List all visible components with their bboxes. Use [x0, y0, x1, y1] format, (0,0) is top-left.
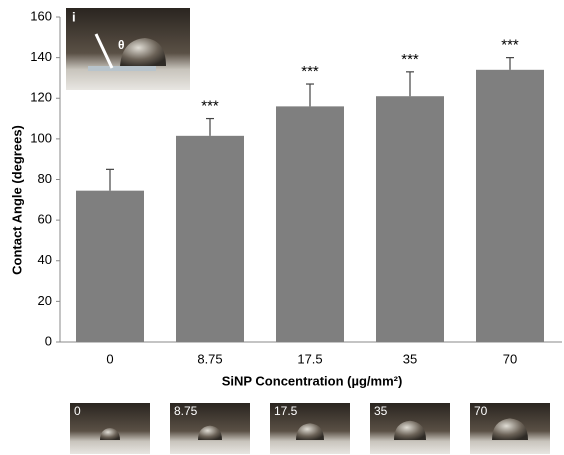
x-tick-label: 17.5 [297, 351, 322, 366]
significance-marker: *** [501, 37, 519, 54]
y-tick-label: 160 [30, 8, 52, 23]
significance-marker: *** [201, 98, 219, 115]
error-bar [206, 119, 214, 136]
photo-label: 0 [74, 404, 81, 418]
error-bar [106, 169, 114, 190]
photo-label: 8.75 [174, 404, 198, 418]
x-tick-label: 0 [106, 351, 113, 366]
y-tick-label: 80 [38, 171, 52, 186]
x-axis-label: SiNP Concentration (µg/mm²) [222, 373, 403, 388]
error-bar [306, 84, 314, 106]
photo-label: 70 [474, 404, 488, 418]
y-tick-label: 0 [45, 333, 52, 348]
bar [376, 96, 444, 342]
bar [76, 191, 144, 342]
x-tick-label: 35 [403, 351, 417, 366]
chart: Contact Angle (degrees) SiNP Concentrati… [0, 0, 564, 455]
error-bar [406, 72, 414, 96]
x-tick-label: 8.75 [197, 351, 222, 366]
error-bar [506, 58, 514, 70]
y-tick-label: 120 [30, 90, 52, 105]
significance-marker: *** [401, 51, 419, 68]
y-axis-label: Contact Angle (degrees) [9, 125, 24, 275]
bar [276, 106, 344, 342]
y-tick-label: 20 [38, 293, 52, 308]
photo-label: 17.5 [274, 404, 298, 418]
bar [176, 136, 244, 342]
inset-label: i [72, 9, 76, 24]
photo-label: 35 [374, 404, 388, 418]
inset-substrate [88, 66, 156, 71]
y-tick-label: 140 [30, 49, 52, 64]
x-tick-label: 70 [503, 351, 517, 366]
significance-marker: *** [301, 63, 319, 80]
y-tick-label: 40 [38, 252, 52, 267]
y-tick-label: 60 [38, 212, 52, 227]
inset-photo: i θ [66, 8, 190, 90]
inset-symbol: θ [118, 38, 125, 52]
bar [476, 70, 544, 342]
y-tick-label: 100 [30, 130, 52, 145]
